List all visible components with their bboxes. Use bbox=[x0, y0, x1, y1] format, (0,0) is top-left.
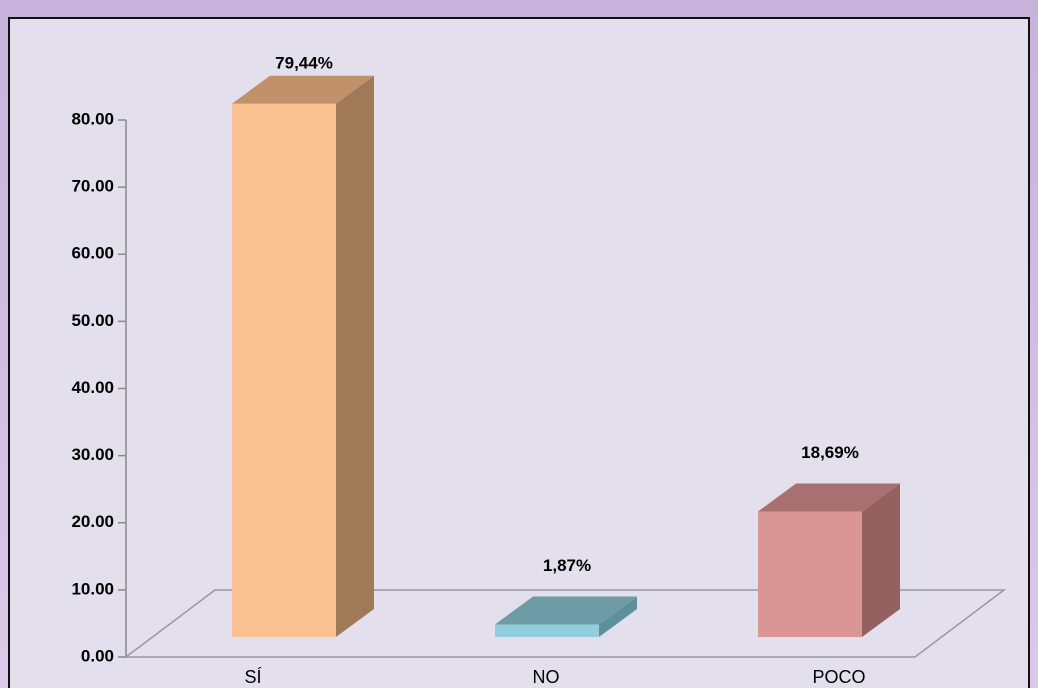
y-tick-label: 60.00 bbox=[71, 244, 114, 263]
y-tick-label: 10.00 bbox=[71, 579, 114, 598]
value-label: 79,44% bbox=[275, 53, 333, 72]
bar bbox=[232, 103, 336, 637]
y-tick-label: 50.00 bbox=[71, 311, 114, 330]
y-tick-label: 30.00 bbox=[71, 445, 114, 464]
x-tick-label: SÍ bbox=[244, 667, 261, 687]
floor bbox=[123, 589, 1007, 658]
bar-top bbox=[758, 483, 900, 512]
y-tick-label: 20.00 bbox=[71, 512, 114, 531]
value-label: 1,87% bbox=[543, 556, 591, 575]
y-tick-label: 0.00 bbox=[81, 646, 114, 665]
bar-side bbox=[336, 75, 374, 637]
y-tick-label: 40.00 bbox=[71, 378, 114, 397]
y-tick-label: 70.00 bbox=[71, 177, 114, 196]
bar bbox=[495, 624, 599, 637]
bar-top bbox=[495, 596, 637, 625]
x-tick-label: NO bbox=[533, 667, 560, 687]
x-tick-label: POCO bbox=[812, 667, 865, 687]
chart-layer: 0.00 10.00 20.00 30.00 40.00 50.00 60.00 70.00 8… bbox=[71, 53, 1007, 687]
y-tick-label: 80.00 bbox=[71, 109, 114, 128]
value-label: 18,69% bbox=[801, 443, 859, 462]
bar-side bbox=[862, 483, 900, 637]
bar-side bbox=[599, 596, 637, 637]
bar-top bbox=[232, 75, 374, 104]
bar bbox=[758, 511, 862, 637]
